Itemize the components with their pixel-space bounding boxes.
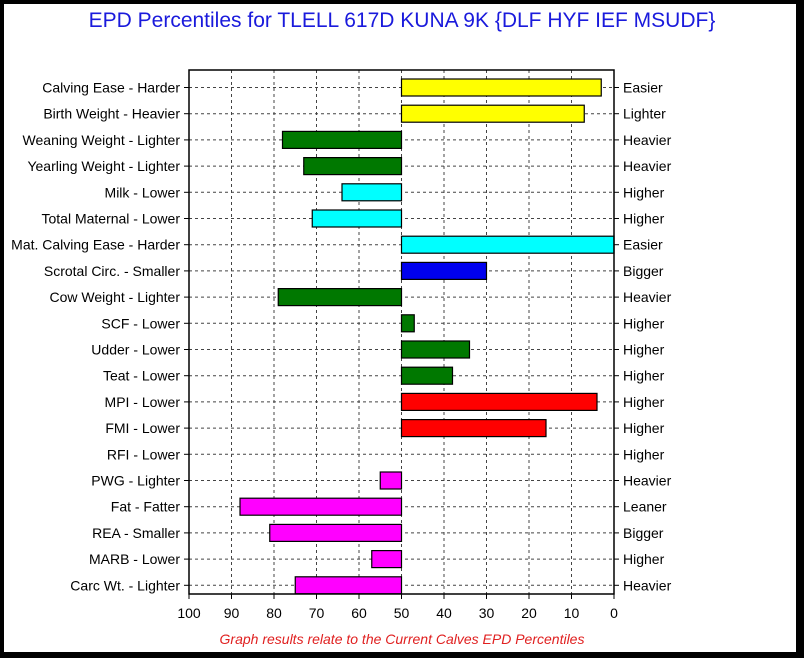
bar	[400, 261, 488, 280]
row-label-left: Birth Weight - Heavier	[43, 106, 180, 122]
x-tick-label: 50	[394, 605, 410, 621]
row-label-right: Easier	[623, 80, 663, 96]
row-label-right: Bigger	[623, 525, 664, 541]
row-label-left: Weaning Weight - Lighter	[23, 132, 181, 148]
chart-title: EPD Percentiles for TLELL 617D KUNA 9K {…	[88, 9, 716, 32]
row-label-left: MARB - Lower	[89, 551, 180, 567]
x-tick-label: 70	[309, 605, 325, 621]
bar	[277, 288, 403, 307]
bar	[400, 235, 615, 254]
x-tick-label: 10	[564, 605, 580, 621]
bar	[311, 209, 403, 228]
row-label-right: Heavier	[623, 289, 672, 305]
row-label-left: Yearling Weight - Lighter	[27, 158, 180, 174]
row-label-left: Total Maternal - Lower	[41, 211, 180, 227]
bar	[400, 419, 547, 438]
row-label-right: Higher	[623, 211, 665, 227]
row-label-right: Bigger	[623, 263, 664, 279]
x-tick-label: 60	[351, 605, 367, 621]
row-label-left: Calving Ease - Harder	[42, 80, 180, 96]
row-label-right: Higher	[623, 394, 665, 410]
row-label-left: FMI - Lower	[105, 420, 180, 436]
chart-footnote: Graph results relate to the Current Calv…	[219, 631, 585, 647]
row-label-right: Higher	[623, 420, 665, 436]
row-label-left: PWG - Lighter	[91, 473, 180, 489]
bar	[281, 130, 403, 149]
bar	[400, 366, 454, 385]
bar	[294, 576, 403, 595]
row-label-right: Leaner	[623, 499, 667, 515]
row-label-right: Lighter	[623, 106, 666, 122]
row-label-right: Higher	[623, 184, 665, 200]
x-tick-label: 30	[479, 605, 495, 621]
row-label-right: Easier	[623, 237, 663, 253]
bar	[303, 157, 403, 176]
bar	[269, 523, 403, 543]
row-label-left: Mat. Calving Ease - Harder	[11, 237, 180, 253]
row-label-left: Udder - Lower	[91, 342, 180, 358]
x-tick-label: 20	[521, 605, 537, 621]
row-label-left: Scrotal Circ. - Smaller	[44, 263, 180, 279]
chart-panel	[4, 4, 796, 652]
x-tick-label: 40	[436, 605, 452, 621]
bar	[400, 314, 415, 333]
row-label-right: Higher	[623, 342, 665, 358]
row-label-right: Heavier	[623, 158, 672, 174]
row-label-left: Carc Wt. - Lighter	[70, 577, 180, 593]
row-label-left: Milk - Lower	[105, 184, 181, 200]
row-label-left: SCF - Lower	[101, 315, 180, 331]
row-label-right: Higher	[623, 315, 665, 331]
x-tick-label: 100	[177, 605, 201, 621]
row-label-right: Heavier	[623, 473, 672, 489]
bar	[239, 497, 403, 516]
bar	[400, 392, 598, 411]
row-label-right: Higher	[623, 446, 665, 462]
bar	[379, 471, 403, 490]
row-label-left: REA - Smaller	[92, 525, 180, 541]
x-tick-label: 90	[224, 605, 240, 621]
bar	[341, 183, 403, 202]
row-label-left: Fat - Fatter	[111, 499, 181, 515]
bar	[400, 104, 585, 123]
bar	[400, 340, 471, 359]
bar	[400, 78, 602, 97]
row-label-left: Teat - Lower	[103, 368, 180, 384]
row-label-right: Heavier	[623, 577, 672, 593]
x-tick-label: 80	[266, 605, 282, 621]
row-label-right: Heavier	[623, 132, 672, 148]
x-tick-label: 0	[610, 605, 618, 621]
row-label-right: Higher	[623, 551, 665, 567]
row-label-left: MPI - Lower	[105, 394, 181, 410]
bar	[371, 549, 403, 569]
row-label-left: RFI - Lower	[107, 446, 180, 462]
row-label-right: Higher	[623, 368, 665, 384]
row-label-left: Cow Weight - Lighter	[50, 289, 181, 305]
